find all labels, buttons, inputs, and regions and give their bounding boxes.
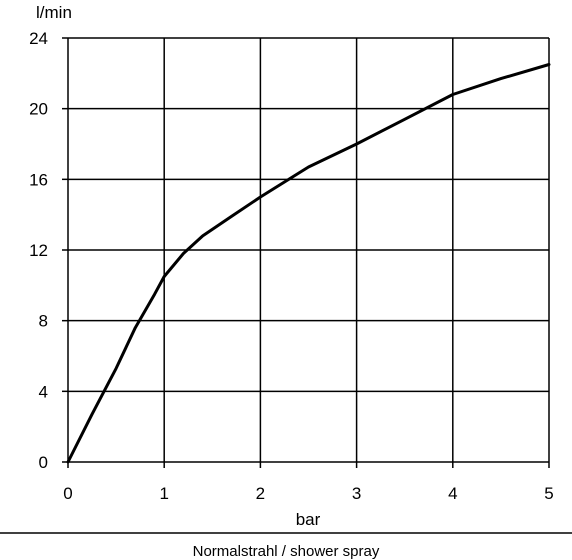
chart-caption: Normalstrahl / shower spray bbox=[193, 543, 380, 560]
x-tick-label: 0 bbox=[63, 484, 72, 503]
x-tick-label: 1 bbox=[159, 484, 168, 503]
x-tick-labels: 0 1 2 3 4 5 bbox=[63, 484, 553, 503]
x-tick-label: 5 bbox=[544, 484, 553, 503]
y-tick-label: 24 bbox=[29, 29, 48, 48]
axes bbox=[67, 38, 549, 463]
y-tick-label: 20 bbox=[29, 100, 48, 119]
y-tick-label: 16 bbox=[29, 170, 48, 189]
y-tick-label: 4 bbox=[39, 382, 48, 401]
y-axis-label: l/min bbox=[36, 3, 72, 22]
y-tick-labels: 0 4 8 12 16 20 24 bbox=[29, 29, 48, 472]
series-line-flow bbox=[66, 63, 551, 464]
x-tick-label: 2 bbox=[256, 484, 265, 503]
y-tick-label: 12 bbox=[29, 241, 48, 260]
x-tick-label: 4 bbox=[448, 484, 457, 503]
x-axis-label: bar bbox=[296, 510, 321, 529]
x-tick-label: 3 bbox=[352, 484, 361, 503]
grid-lines bbox=[62, 37, 550, 468]
y-tick-label: 8 bbox=[39, 312, 48, 331]
y-tick-label: 0 bbox=[39, 453, 48, 472]
